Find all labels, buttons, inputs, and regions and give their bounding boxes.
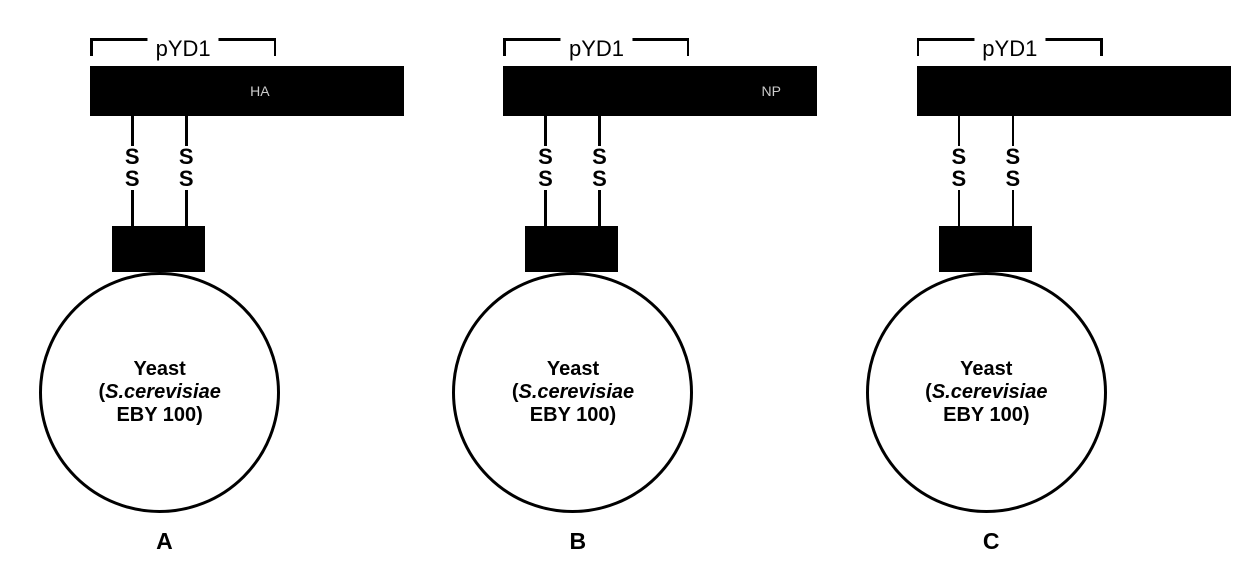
yeast-label-line3: EBY 100) — [116, 404, 202, 427]
panel-letter: A — [156, 528, 173, 555]
sulfur-label: S — [1005, 146, 1020, 168]
sulfur-label: S — [538, 146, 553, 168]
sulfur-label: S — [125, 168, 140, 190]
sulfur-label: S — [179, 146, 194, 168]
anchor-box — [525, 226, 618, 272]
bracket-left-tick — [90, 38, 93, 56]
bracket-right-tick — [687, 38, 690, 56]
pyd1-label: pYD1 — [561, 36, 632, 62]
bracket-left-tick — [917, 38, 920, 56]
pyd1-label: pYD1 — [148, 36, 219, 62]
bar-protein-label: HA — [250, 83, 269, 99]
sulfur-label: S — [592, 146, 607, 168]
yeast-cell: Yeast (S.cerevisiae EBY 100) — [39, 272, 280, 513]
fusion-bar: NP — [503, 66, 817, 116]
leg-line — [1012, 188, 1015, 226]
yeast-cell: Yeast (S.cerevisiae EBY 100) — [866, 272, 1107, 513]
sulfur-label: S — [951, 146, 966, 168]
bracket-right-tick — [1100, 38, 1103, 56]
yeast-label-line1: Yeast — [134, 358, 186, 381]
yeast-label-line1: Yeast — [547, 358, 599, 381]
sulfur-label: S — [951, 168, 966, 190]
panel-b: pYD1 NP S S S S Yeast (S.cerevisiae EBY … — [422, 20, 817, 560]
bracket-right-tick — [274, 38, 277, 56]
leg-line — [544, 188, 547, 226]
bracket-left-tick — [503, 38, 506, 56]
leg-line — [131, 188, 134, 226]
panel-letter: B — [569, 528, 586, 555]
pyd1-bracket: pYD1 — [917, 38, 1103, 58]
anchor-box — [939, 226, 1032, 272]
yeast-label-line1: Yeast — [960, 358, 1012, 381]
fusion-bar — [917, 66, 1231, 116]
sulfur-label: S — [1005, 168, 1020, 190]
anchor-box — [112, 226, 205, 272]
disulfide-legs: S S S S — [526, 116, 616, 226]
yeast-label-line3: EBY 100) — [943, 404, 1029, 427]
sulfur-label: S — [592, 168, 607, 190]
yeast-label-line2: (S.cerevisiae — [98, 381, 220, 404]
leg-line — [598, 188, 601, 226]
sulfur-label: S — [538, 168, 553, 190]
sulfur-label: S — [179, 168, 194, 190]
leg-line — [185, 188, 188, 226]
pyd1-label: pYD1 — [974, 36, 1045, 62]
diagram-container: pYD1 HA S S S S Yeast (S.cerevisiae EBY … — [0, 0, 1240, 575]
yeast-label-line2: (S.cerevisiae — [925, 381, 1047, 404]
bar-protein-label: NP — [761, 83, 780, 99]
disulfide-legs: S S S S — [113, 116, 203, 226]
yeast-label-line2: (S.cerevisiae — [512, 381, 634, 404]
pyd1-bracket: pYD1 — [503, 38, 689, 58]
panel-letter: C — [983, 528, 1000, 555]
leg-line — [958, 188, 961, 226]
panel-c: pYD1 S S S S Yeast (S.cerevisiae EBY 100… — [836, 20, 1231, 560]
disulfide-legs: S S S S — [940, 116, 1030, 226]
yeast-cell: Yeast (S.cerevisiae EBY 100) — [452, 272, 693, 513]
panel-a: pYD1 HA S S S S Yeast (S.cerevisiae EBY … — [9, 20, 404, 560]
yeast-label-line3: EBY 100) — [530, 404, 616, 427]
pyd1-bracket: pYD1 — [90, 38, 276, 58]
sulfur-label: S — [125, 146, 140, 168]
fusion-bar: HA — [90, 66, 404, 116]
